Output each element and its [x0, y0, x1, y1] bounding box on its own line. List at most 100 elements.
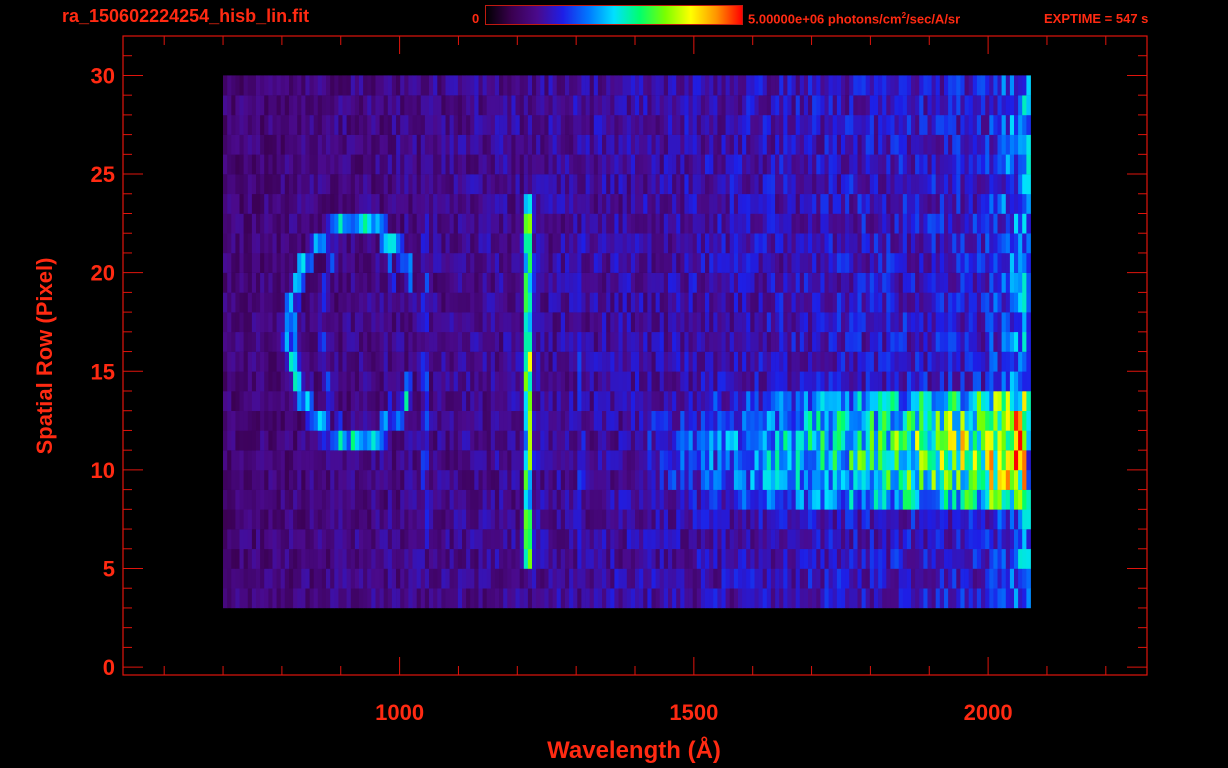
heatmap-cell: [923, 391, 928, 411]
heatmap-cell: [507, 529, 512, 550]
heatmap-cell: [268, 469, 273, 490]
heatmap-cell: [449, 95, 455, 116]
heatmap-cell: [692, 469, 698, 490]
heatmap-cell: [956, 154, 961, 175]
heatmap-cell: [630, 134, 636, 155]
heatmap-cell: [527, 588, 533, 609]
heatmap-cell: [754, 292, 759, 313]
heatmap-cell: [268, 134, 273, 155]
heatmap-cell: [865, 469, 871, 490]
heatmap-cell: [733, 509, 739, 530]
heatmap-cell: [832, 193, 838, 214]
heatmap-cell: [404, 331, 409, 352]
heatmap-cell: [326, 154, 331, 175]
heatmap-cell: [404, 95, 409, 116]
heatmap-cell: [688, 548, 694, 569]
heatmap-cell: [412, 450, 417, 471]
heatmap-cell: [231, 371, 236, 392]
heatmap-cell: [597, 312, 603, 333]
heatmap-cell: [853, 134, 858, 155]
heatmap-cell: [647, 371, 652, 392]
heatmap-cell: [317, 292, 323, 313]
heatmap-cell: [775, 430, 780, 451]
heatmap-cell: [639, 489, 644, 510]
heatmap-cell: [849, 351, 854, 372]
heatmap-cell: [1005, 410, 1011, 431]
heatmap-cell: [251, 469, 257, 490]
heatmap-cell: [709, 233, 714, 254]
heatmap-cell: [346, 509, 352, 530]
heatmap-cell: [894, 568, 899, 589]
heatmap-cell: [396, 292, 401, 313]
heatmap-cell: [762, 331, 768, 352]
heatmap-cell: [223, 410, 228, 431]
heatmap-cell: [1018, 114, 1023, 135]
heatmap-cell: [346, 548, 352, 569]
heatmap-cell: [775, 331, 780, 352]
heatmap-cell: [812, 410, 817, 431]
heatmap-cell: [791, 331, 796, 352]
heatmap-cell: [420, 548, 426, 569]
heatmap-cell: [243, 193, 249, 214]
heatmap-cell: [836, 213, 842, 234]
heatmap-cell: [280, 114, 286, 135]
heatmap-cell: [647, 331, 652, 352]
heatmap-cell: [948, 568, 953, 589]
heatmap-cell: [915, 134, 920, 155]
heatmap-cell: [672, 174, 677, 195]
heatmap-cell: [396, 588, 401, 609]
heatmap-cell: [878, 213, 883, 234]
heatmap-cell: [993, 174, 998, 195]
heatmap-cell: [684, 509, 689, 530]
heatmap-cell: [935, 509, 941, 530]
heatmap-cell: [223, 252, 228, 273]
heatmap-cell: [359, 213, 364, 234]
heatmap-cell: [742, 134, 747, 155]
heatmap-cell: [915, 213, 920, 234]
heatmap-cell: [1018, 252, 1023, 273]
heatmap-cell: [952, 588, 957, 609]
heatmap-cell: [956, 450, 961, 471]
heatmap-cell: [630, 371, 636, 392]
heatmap-cell: [280, 193, 286, 214]
heatmap-cell: [371, 351, 376, 372]
heatmap-cell: [783, 391, 788, 411]
heatmap-cell: [750, 509, 755, 530]
heatmap-cell: [643, 450, 648, 471]
heatmap-cell: [486, 252, 492, 273]
heatmap-cell: [622, 312, 628, 333]
heatmap-cell: [478, 351, 483, 372]
heatmap-cell: [536, 391, 541, 411]
heatmap-cell: [618, 272, 623, 293]
heatmap-cell: [964, 193, 970, 214]
heatmap-cell: [552, 213, 558, 234]
heatmap-cell: [651, 489, 656, 510]
heatmap-cell: [350, 391, 356, 411]
heatmap-cell: [499, 312, 504, 333]
heatmap-cell: [478, 154, 483, 175]
heatmap-cell: [354, 469, 360, 490]
heatmap-cell: [256, 331, 261, 352]
heatmap-cell: [321, 588, 327, 609]
heatmap-cell: [791, 134, 796, 155]
heatmap-cell: [622, 568, 628, 589]
heatmap-cell: [387, 509, 393, 530]
heatmap-cell: [989, 114, 994, 135]
heatmap-cell: [1009, 272, 1015, 293]
heatmap-cell: [906, 568, 912, 589]
heatmap-cell: [906, 272, 912, 293]
heatmap-cell: [494, 312, 500, 333]
heatmap-cell: [803, 154, 809, 175]
heatmap-cell: [499, 114, 504, 135]
heatmap-cell: [622, 391, 628, 411]
heatmap-cell: [523, 134, 529, 155]
heatmap-cell: [552, 193, 558, 214]
heatmap-cell: [758, 410, 764, 431]
heatmap-cell: [412, 469, 417, 490]
heatmap-cell: [379, 193, 385, 214]
heatmap-cell: [976, 489, 982, 510]
heatmap-cell: [853, 371, 858, 392]
heatmap-cell: [449, 134, 455, 155]
heatmap-cell: [301, 588, 306, 609]
heatmap-cell: [482, 548, 488, 569]
